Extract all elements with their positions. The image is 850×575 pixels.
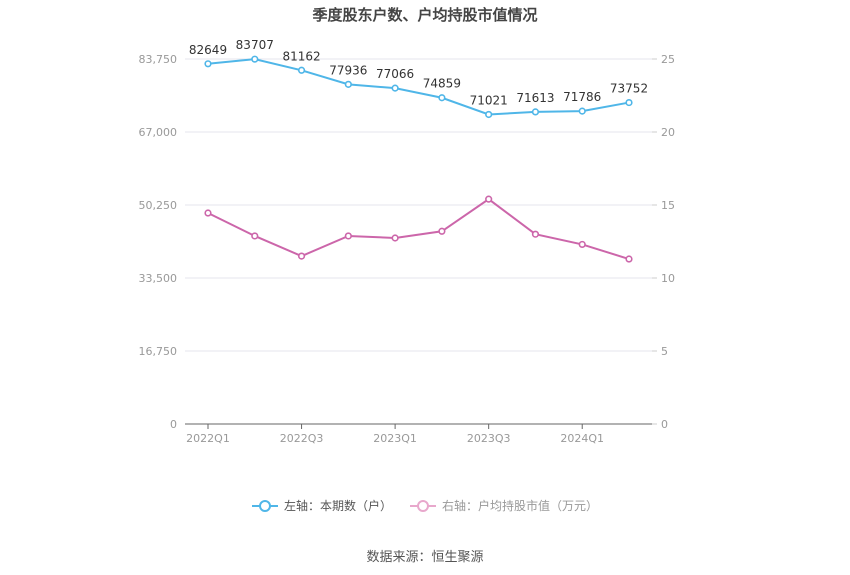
left-axis-tick-label: 33,500 xyxy=(139,272,178,285)
data-label: 73752 xyxy=(610,82,648,96)
right-axis-tick-label: 25 xyxy=(661,53,675,66)
left-series-point[interactable] xyxy=(251,55,259,63)
data-label: 83707 xyxy=(236,38,274,52)
legend-item-left-series[interactable]: 左轴：本期数（户） xyxy=(251,497,392,514)
legend-item-right-series[interactable]: 右轴：户均持股市值（万元） xyxy=(410,497,598,514)
left-series-point[interactable] xyxy=(344,80,352,88)
data-label: 71613 xyxy=(516,91,554,105)
left-axis-tick-label: 0 xyxy=(170,418,177,431)
dual-axis-line-chart: 0 0 16,750 5 33,500 10 50,250 15 67,000 20 83,750 2… xyxy=(139,38,676,445)
left-series-point[interactable] xyxy=(297,66,306,74)
right-axis-tick-label: 15 xyxy=(661,199,675,212)
data-label: 71786 xyxy=(563,90,601,104)
right-series-point[interactable] xyxy=(485,195,493,203)
x-axis-tick-label: 2023Q3 xyxy=(467,432,511,445)
left-axis-tick-label: 16,750 xyxy=(139,345,178,358)
right-series-point[interactable] xyxy=(251,232,259,240)
left-series-point[interactable] xyxy=(531,108,540,116)
left-axis-tick-label: 50,250 xyxy=(139,199,178,212)
right-axis-tick-label: 10 xyxy=(661,272,675,285)
right-series-point[interactable] xyxy=(531,230,540,238)
right-series-point[interactable] xyxy=(204,209,212,217)
data-label: 82649 xyxy=(189,43,227,57)
left-series-point[interactable] xyxy=(485,110,493,119)
legend-label-left-series: 左轴：本期数（户） xyxy=(283,499,392,513)
data-label: 74859 xyxy=(423,77,461,91)
left-series-line xyxy=(207,58,630,116)
x-axis-tick-label: 2024Q1 xyxy=(560,432,604,445)
right-series-point[interactable] xyxy=(625,255,633,263)
legend: 左轴：本期数（户） 右轴：户均持股市值（万元） xyxy=(0,497,850,514)
data-label: 71021 xyxy=(470,93,508,107)
left-series-point[interactable] xyxy=(391,84,399,92)
right-series-point[interactable] xyxy=(438,227,446,235)
data-source: 数据来源：恒生聚源 xyxy=(366,550,484,565)
left-series-point[interactable] xyxy=(625,98,633,107)
left-series-point[interactable] xyxy=(438,94,446,102)
right-series-point[interactable] xyxy=(344,232,352,240)
left-series-point[interactable] xyxy=(204,60,212,68)
left-series-point[interactable] xyxy=(578,107,586,115)
data-label: 77066 xyxy=(376,67,414,81)
data-label: 81162 xyxy=(282,49,320,63)
data-label: 77936 xyxy=(329,63,367,77)
right-axis-tick-label: 20 xyxy=(661,126,675,139)
right-series-point[interactable] xyxy=(297,252,306,260)
right-axis-tick-label: 0 xyxy=(661,418,668,431)
left-axis-tick-label: 67,000 xyxy=(139,126,178,139)
legend-label-right-series: 右轴：户均持股市值（万元） xyxy=(442,499,599,513)
x-axis-tick-label: 2023Q1 xyxy=(373,432,417,445)
line-circle-marker-icon xyxy=(251,499,278,512)
x-axis-tick-label: 2022Q3 xyxy=(280,432,324,445)
left-axis-tick-label: 83,750 xyxy=(139,53,178,66)
right-series-point[interactable] xyxy=(578,240,586,249)
right-series-line xyxy=(207,197,630,260)
right-axis-tick-label: 5 xyxy=(661,345,668,358)
line-circle-marker-icon xyxy=(410,499,436,512)
right-series-point[interactable] xyxy=(391,234,399,242)
x-axis-tick-label: 2022Q1 xyxy=(186,432,230,445)
chart-title: 季度股东户数、户均持股市值情况 xyxy=(312,6,538,24)
